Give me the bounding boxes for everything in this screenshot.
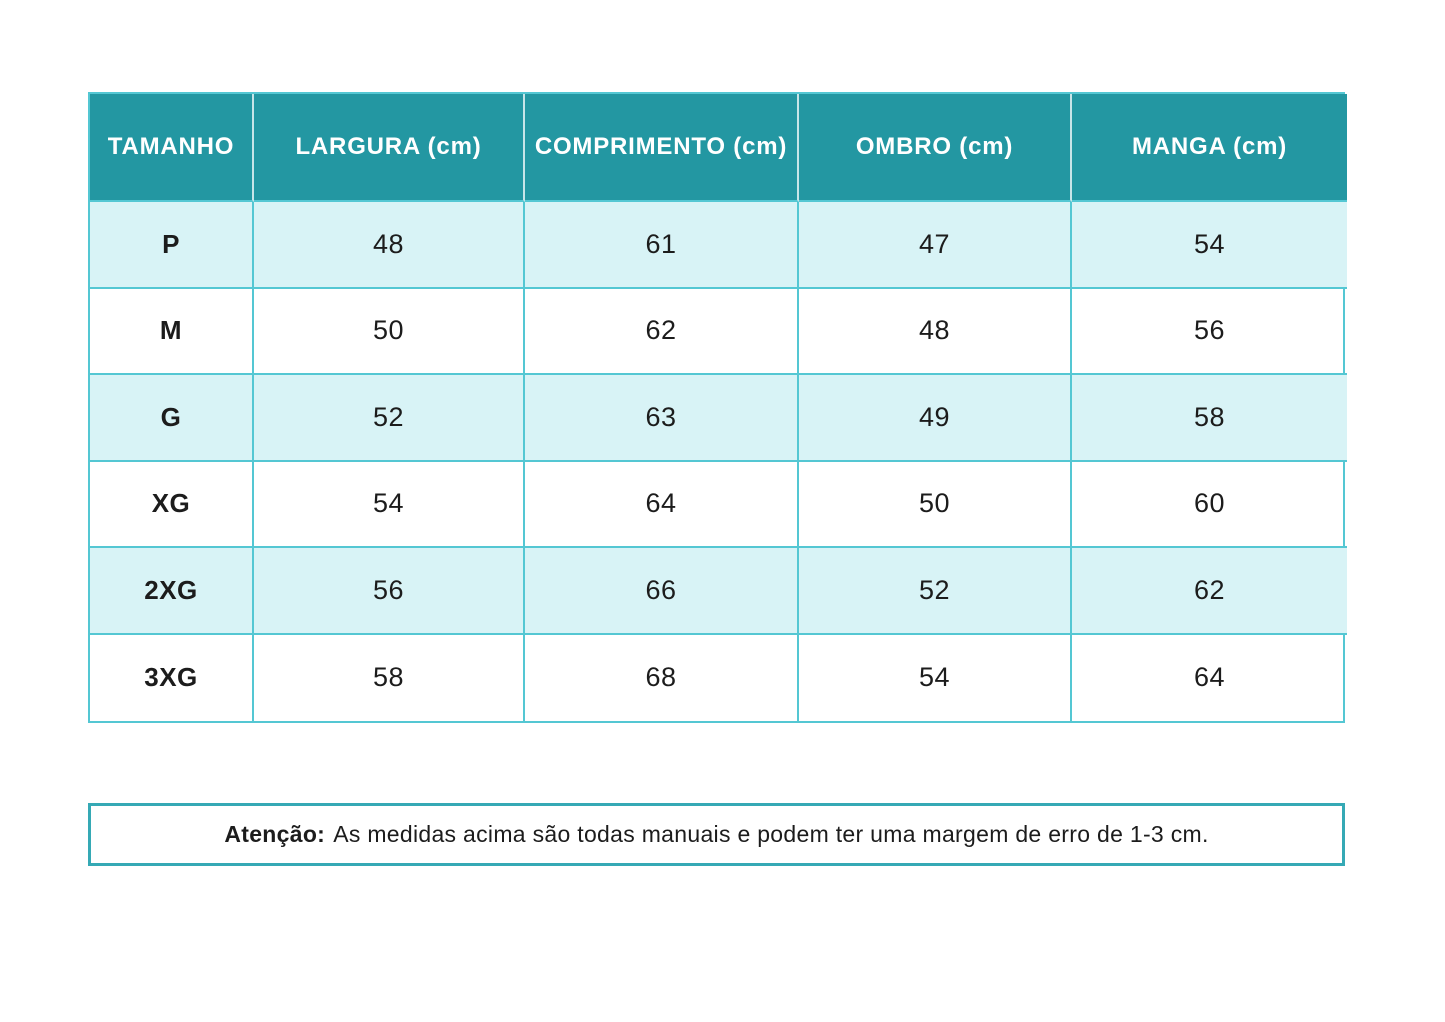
- header-cell-manga: MANGA (cm): [1072, 94, 1347, 202]
- value-cell: 54: [1072, 202, 1347, 289]
- value-cell: 50: [799, 461, 1072, 548]
- attention-note-text: As medidas acima são todas manuais e pod…: [333, 821, 1209, 847]
- value-cell: 60: [1072, 462, 1347, 548]
- attention-note: Atenção: As medidas acima são todas manu…: [88, 803, 1345, 866]
- size-cell: M: [90, 288, 254, 375]
- value-cell: 58: [254, 634, 525, 721]
- value-cell: 52: [254, 375, 525, 462]
- value-cell: 50: [254, 288, 525, 375]
- value-cell: 62: [1072, 548, 1347, 635]
- header-cell-largura: LARGURA (cm): [254, 94, 525, 202]
- size-cell: P: [90, 202, 254, 289]
- value-cell: 64: [1193, 662, 1226, 693]
- header-cell-ombro: OMBRO (cm): [799, 94, 1072, 202]
- size-cell: XG: [90, 461, 254, 548]
- value-cell: 68: [525, 634, 799, 721]
- header-cell-comprimento: COMPRIMENTO (cm): [525, 94, 799, 202]
- value-cell: 62: [525, 288, 799, 375]
- size-chart-table: TAMANHO LARGURA (cm) COMPRIMENTO (cm) OM…: [88, 92, 1347, 723]
- size-cell: G: [90, 375, 254, 462]
- value-cell: 52: [799, 548, 1072, 635]
- value-cell: 48: [254, 202, 525, 289]
- value-cell: 54: [799, 634, 1072, 721]
- value-cell: 49: [799, 375, 1072, 462]
- value-cell: 56: [1072, 289, 1347, 375]
- size-cell: 2XG: [90, 548, 254, 635]
- value-cell: 58: [1072, 375, 1347, 462]
- value-cell: 61: [525, 202, 799, 289]
- attention-note-label: Atenção:: [224, 821, 326, 847]
- value-cell: 56: [254, 548, 525, 635]
- size-cell: 3XG: [90, 634, 254, 721]
- header-cell-tamanho: TAMANHO: [90, 94, 254, 202]
- value-cell: 48: [799, 288, 1072, 375]
- value-cell: 47: [799, 202, 1072, 289]
- value-cell: 66: [525, 548, 799, 635]
- value-cell: 64: [525, 461, 799, 548]
- value-cell: 63: [525, 375, 799, 462]
- value-cell: 54: [254, 461, 525, 548]
